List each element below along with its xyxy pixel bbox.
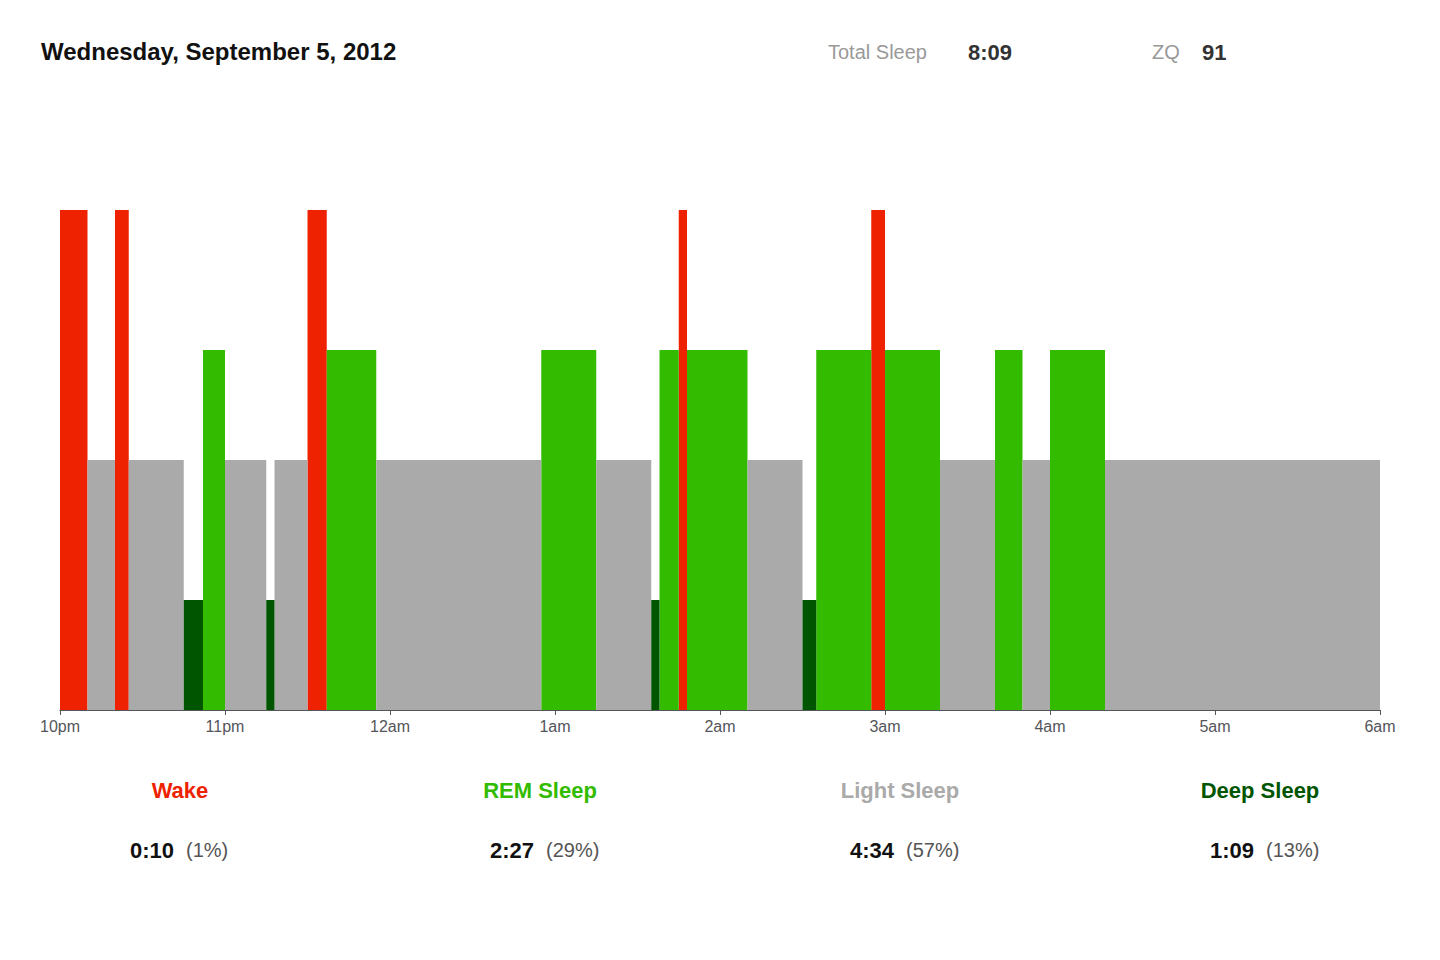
svg-text:91: 91 — [1202, 40, 1226, 65]
svg-text:(57%): (57%) — [906, 839, 959, 861]
svg-text:ZQ: ZQ — [1152, 41, 1180, 63]
svg-text:8:09: 8:09 — [968, 40, 1012, 65]
svg-text:Wake: Wake — [152, 778, 209, 803]
svg-text:1am: 1am — [539, 718, 570, 735]
svg-text:(13%): (13%) — [1266, 839, 1319, 861]
svg-text:Light Sleep: Light Sleep — [841, 778, 960, 803]
svg-text:2am: 2am — [704, 718, 735, 735]
svg-text:REM Sleep: REM Sleep — [483, 778, 597, 803]
svg-text:4:34: 4:34 — [850, 838, 895, 863]
svg-text:10pm: 10pm — [40, 718, 80, 735]
svg-text:0:10: 0:10 — [130, 838, 174, 863]
svg-text:Wednesday, September 5, 2012: Wednesday, September 5, 2012 — [41, 38, 396, 65]
svg-text:6am: 6am — [1364, 718, 1395, 735]
svg-text:Total Sleep: Total Sleep — [828, 41, 927, 63]
svg-text:1:09: 1:09 — [1210, 838, 1254, 863]
svg-text:11pm: 11pm — [206, 718, 245, 735]
svg-text:2:27: 2:27 — [490, 838, 534, 863]
svg-text:4am: 4am — [1034, 718, 1065, 735]
svg-text:(29%): (29%) — [546, 839, 599, 861]
svg-text:Deep Sleep: Deep Sleep — [1201, 778, 1320, 803]
svg-text:3am: 3am — [869, 718, 900, 735]
svg-text:12am: 12am — [370, 718, 410, 735]
svg-text:5am: 5am — [1199, 718, 1230, 735]
svg-text:(1%): (1%) — [186, 839, 228, 861]
